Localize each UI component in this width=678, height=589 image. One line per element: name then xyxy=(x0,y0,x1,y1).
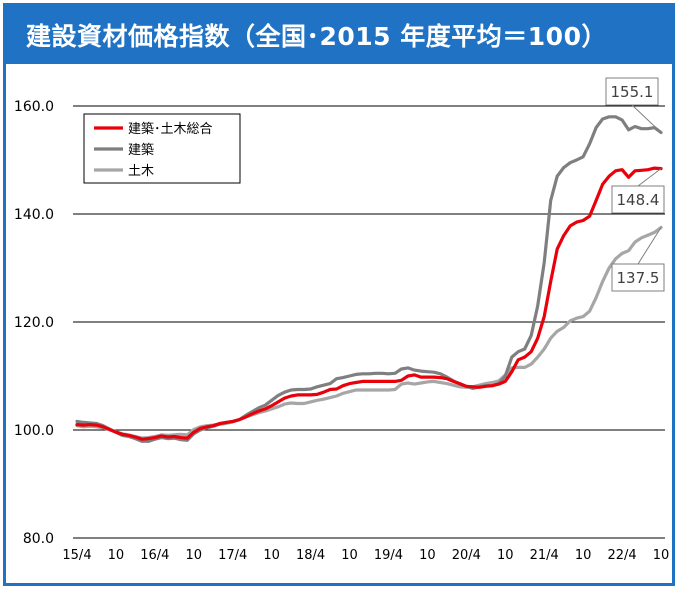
x-tick-label: 10 xyxy=(419,548,436,563)
x-tick-label: 20/4 xyxy=(452,548,481,563)
x-tick-label: 10 xyxy=(497,548,514,563)
x-tick-label: 21/4 xyxy=(530,548,559,563)
end-value-label: 155.1 xyxy=(611,83,654,101)
x-tick-label: 15/4 xyxy=(62,548,91,563)
callout-leader xyxy=(631,104,662,133)
callout-box xyxy=(605,77,659,106)
x-tick-label: 10 xyxy=(575,548,592,563)
legend-label: 土木 xyxy=(128,164,154,179)
series-lines xyxy=(75,115,663,443)
x-axis-ticks: 15/4 10 16/4 10 17/4 10 18/4 10 19/4 10 20/4 10 21/4… xyxy=(62,548,669,563)
end-value-callouts: 155.1 148.4 137.5 xyxy=(605,77,665,292)
series-line xyxy=(75,225,663,440)
x-tick-label: 10 xyxy=(263,548,280,563)
x-tick-label: 17/4 xyxy=(218,548,247,563)
x-tick-label: 19/4 xyxy=(374,548,403,563)
x-tick-label: 10 xyxy=(108,548,125,563)
legend-label: 建築 xyxy=(128,143,154,158)
series-line xyxy=(75,166,663,441)
x-tick-label: 22/4 xyxy=(607,548,636,563)
y-tick-label: 80.0 xyxy=(23,531,54,547)
y-tick-label: 160.0 xyxy=(14,99,54,115)
chart-frame: 建設資材価格指数（全国･2015 年度平均＝100） xyxy=(3,3,675,586)
x-tick-label: 10 xyxy=(186,548,203,563)
y-axis-ticks: 80.0 100.0 120.0 140.0 160.0 xyxy=(14,99,54,547)
x-tick-label: 18/4 xyxy=(296,548,325,563)
legend-label: 建築･土木総合 xyxy=(128,122,213,137)
callout-box xyxy=(611,185,665,214)
y-tick-label: 140.0 xyxy=(14,207,54,223)
callout-box xyxy=(611,263,665,292)
x-tick-label: 10 xyxy=(653,548,670,563)
gridlines xyxy=(73,105,665,539)
y-tick-label: 100.0 xyxy=(14,423,54,439)
x-tick-label: 10 xyxy=(341,548,358,563)
chart-title: 建設資材価格指数（全国･2015 年度平均＝100） xyxy=(6,6,672,64)
end-value-label: 148.4 xyxy=(617,191,660,209)
end-value-label: 137.5 xyxy=(617,269,660,287)
callout-leader xyxy=(637,227,662,265)
y-tick-label: 120.0 xyxy=(14,315,54,331)
callout-leader xyxy=(637,168,662,187)
x-tick-label: 16/4 xyxy=(140,548,169,563)
